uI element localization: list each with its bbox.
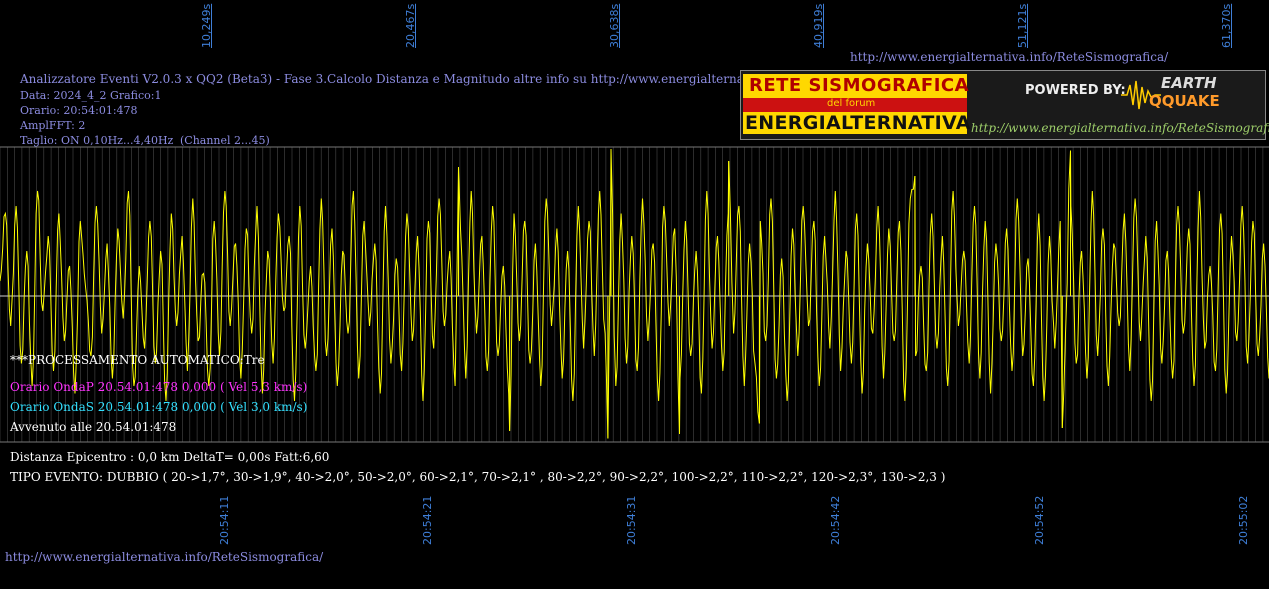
avvenuto-time: Avvenuto alle 20.54.01:478	[10, 420, 177, 434]
tipo-evento: TIPO EVENTO: DUBBIO ( 20->1,7°, 30->1,9°…	[10, 470, 946, 484]
app-title: Analizzatore Eventi V2.0.3 x QQ2 (Beta3)…	[20, 72, 856, 86]
logo-earth: EARTH	[1161, 74, 1217, 92]
footer-url[interactable]: http://www.energialternativa.info/ReteSi…	[5, 550, 324, 564]
x-seconds-tick: 10,249s	[200, 3, 213, 48]
x-time-tick: 20:54:21	[421, 495, 434, 545]
info-data: Data: 2024_4_2 Grafico:1	[20, 89, 162, 102]
distanza-epicentro: Distanza Epicentro : 0,0 km DeltaT= 0,00…	[10, 450, 330, 464]
x-time-tick: 20:54:42	[829, 495, 842, 545]
x-seconds-tick: 20,467s	[404, 3, 417, 48]
logo-forum-name: ENERGIALTERNATIVA	[745, 112, 971, 134]
x-time-tick: 20:54:52	[1033, 495, 1046, 545]
x-seconds-tick: 51,121s	[1016, 3, 1029, 48]
info-taglio: Taglio: ON 0,10Hz...4,40Hz	[20, 134, 174, 147]
logo-url[interactable]: http://www.energialternativa.info/ReteSi…	[971, 121, 1269, 135]
logo-subtitle: del forum	[827, 98, 876, 109]
logo-qquake: QQUAKE	[1149, 92, 1220, 110]
x-seconds-tick: 30,638s	[608, 3, 621, 48]
onda-p-time: Orario OndaP 20.54.01:478 0,000 ( Vel 5,…	[10, 380, 308, 394]
x-seconds-tick: 40,919s	[812, 3, 825, 48]
x-time-tick: 20:54:31	[625, 495, 638, 545]
vertical-gridlines	[0, 147, 1264, 442]
logo-title: RETE SISMOGRAFICA	[749, 75, 970, 96]
processing-label: ***PROCESSAMENTO AUTOMATICO:Tre	[10, 353, 265, 367]
rete-sismografica-logo: RETE SISMOGRAFICA del forum ENERGIALTERN…	[740, 70, 1269, 140]
info-channel: (Channel 2...45)	[180, 134, 270, 147]
seismograph-wave-icon	[1121, 80, 1161, 110]
x-time-tick: 20:54:11	[218, 495, 231, 545]
x-time-tick: 20:55:02	[1237, 495, 1250, 545]
logo-red-band	[743, 98, 967, 112]
top-url[interactable]: http://www.energialternativa.info/ReteSi…	[850, 50, 1169, 64]
x-seconds-tick: 61,370s	[1220, 3, 1233, 48]
info-amplfft: AmplFFT: 2	[20, 119, 86, 132]
logo-powered-by: POWERED BY:	[1025, 83, 1126, 98]
info-orario: Orario: 20:54:01:478	[20, 104, 138, 117]
onda-s-time: Orario OndaS 20.54.01:478 0,000 ( Vel 3,…	[10, 400, 308, 414]
seismic-trace	[0, 148, 1269, 439]
